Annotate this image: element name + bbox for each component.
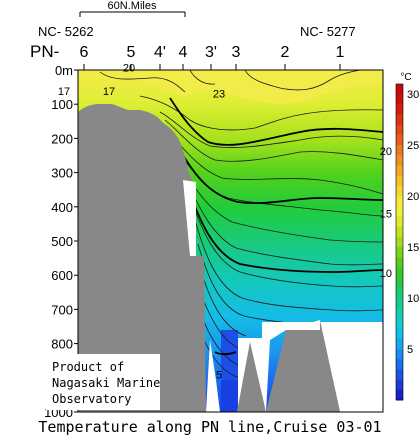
- contour-label: 17: [58, 86, 70, 98]
- colorbar-unit: °C: [400, 72, 411, 83]
- station-id-left: NC- 5262: [38, 24, 94, 39]
- colorbar-cell: [396, 369, 403, 381]
- warm-surface-zone: [78, 70, 383, 104]
- contour-label: 15: [380, 209, 392, 221]
- station-3-label: 3: [232, 44, 241, 61]
- colorbar-tick-label: 20: [407, 191, 419, 203]
- contour-label: 23: [213, 88, 225, 100]
- colorbar-ticks: 30 25 20 15 10 5: [407, 89, 419, 356]
- colorbar-cell: [396, 257, 403, 268]
- colorbar-cell: [396, 349, 403, 360]
- depth-tick-label: 400: [51, 200, 73, 215]
- colorbar-frame: [395, 83, 404, 401]
- colorbar-cell: [396, 124, 403, 136]
- colorbar-cell: [396, 104, 403, 116]
- section-field: [78, 70, 383, 412]
- colorbar-cell: [396, 277, 403, 289]
- bold-contours: [169, 97, 383, 356]
- colorbar-cell: [396, 134, 403, 146]
- colorbar-cell: [396, 318, 403, 330]
- colorbar-cell: [396, 94, 403, 105]
- credit-box: Product of Nagasaki Marine Observatory: [46, 354, 160, 410]
- depth-tick-label: 600: [51, 268, 73, 283]
- colorbar-tick-label: 15: [407, 242, 419, 254]
- contour-label: 10: [380, 268, 392, 280]
- colorbar-cell: [396, 185, 403, 197]
- colorbar-tick-label: 5: [407, 344, 413, 356]
- depth-tick-label: 200: [51, 131, 73, 146]
- trench-wall: [196, 256, 206, 412]
- continental-slope: [78, 104, 196, 412]
- scale-bar: 60N.Miles: [79, 0, 186, 17]
- colorbar-cell: [396, 175, 403, 187]
- scale-bar-label: 60N.Miles: [108, 0, 157, 12]
- credit-line-2: Nagasaki Marine: [52, 376, 160, 390]
- colorbar-cell: [396, 226, 403, 238]
- colorbar-cell: [396, 165, 403, 177]
- station-2-label: 2: [281, 44, 290, 61]
- colorbar-cells: [396, 84, 403, 401]
- credit-line-3: Observatory: [52, 392, 131, 406]
- station-1-label: 1: [336, 44, 345, 61]
- colorbar-cell: [396, 338, 403, 350]
- depth-tick-label: 0m: [55, 63, 73, 78]
- colorbar-cell: [396, 287, 403, 299]
- colorbar-cell: [396, 196, 403, 207]
- station-3-prime-label: 3': [205, 44, 217, 61]
- depth-tick-label: 500: [51, 234, 73, 249]
- station-4-label: 4: [179, 44, 188, 61]
- station-prefix: PN-: [30, 42, 59, 61]
- contour-labels: 20 23 17 17 20 15 10 5: [58, 63, 392, 382]
- depth-tick-label: 800: [51, 337, 73, 352]
- station-labels: 6 5 4' 4 3' 3 2 1: [80, 44, 345, 70]
- colorbar-cell: [396, 114, 403, 126]
- colorbar-tick-label: 25: [407, 140, 419, 152]
- chart-title: Temperature along PN line,Cruise 03-01: [38, 418, 381, 436]
- station-5-label: 5: [127, 44, 136, 61]
- colorbar-cell: [396, 389, 403, 401]
- colorbar-cell: [396, 216, 403, 228]
- colorbar: °C 30 25 20 15 10 5: [395, 72, 419, 401]
- colorbar-cell: [396, 236, 403, 248]
- contour-label: 20: [123, 63, 135, 75]
- colorbar-cell: [396, 328, 403, 340]
- depth-tick-label: 100: [51, 97, 73, 112]
- station-id-right: NC- 5277: [300, 24, 356, 39]
- depth-tick-label: 300: [51, 166, 73, 181]
- station-6-label: 6: [80, 44, 89, 61]
- colorbar-cell: [396, 308, 403, 319]
- colorbar-cell: [396, 247, 403, 258]
- colorbar-cell: [396, 84, 403, 95]
- contour-label: 20: [380, 146, 392, 158]
- colorbar-cell: [396, 359, 403, 370]
- station-4-prime-label: 4': [154, 44, 166, 61]
- colorbar-cell: [396, 298, 403, 309]
- colorbar-cell: [396, 267, 403, 279]
- colorbar-cell: [396, 206, 403, 218]
- colorbar-cell: [396, 379, 403, 391]
- colorbar-tick-label: 10: [407, 293, 419, 305]
- credit-line-1: Product of: [52, 360, 124, 374]
- colorbar-cell: [396, 145, 403, 156]
- depth-tick-label: 700: [51, 302, 73, 317]
- colorbar-tick-label: 30: [407, 89, 419, 101]
- colorbar-cell: [396, 155, 403, 167]
- contour-label: 17: [103, 86, 115, 98]
- contour-label: 5: [216, 369, 222, 381]
